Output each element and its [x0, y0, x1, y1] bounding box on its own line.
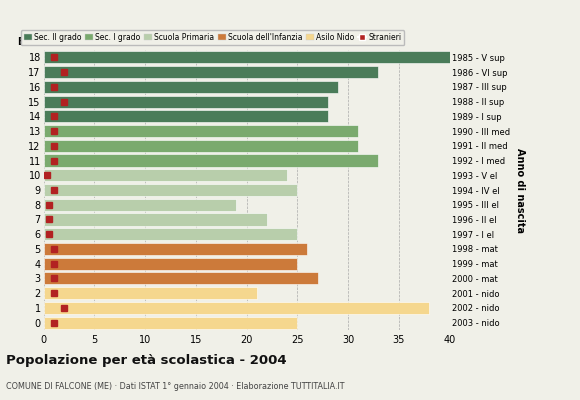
Bar	[44, 272, 318, 284]
Y-axis label: Anno di nascita: Anno di nascita	[514, 148, 524, 232]
Bar	[44, 96, 328, 108]
Text: Età: Età	[17, 37, 35, 47]
Bar	[44, 316, 297, 329]
Bar	[44, 125, 358, 137]
Bar	[44, 199, 237, 211]
Bar	[44, 302, 429, 314]
Bar	[44, 214, 267, 226]
Bar	[44, 51, 450, 64]
Bar	[44, 243, 307, 255]
Bar	[44, 184, 297, 196]
Bar	[44, 110, 328, 122]
Bar	[44, 81, 338, 93]
Text: COMUNE DI FALCONE (ME) · Dati ISTAT 1° gennaio 2004 · Elaborazione TUTTITALIA.IT: COMUNE DI FALCONE (ME) · Dati ISTAT 1° g…	[6, 382, 345, 391]
Bar	[44, 228, 297, 240]
Text: Popolazione per età scolastica - 2004: Popolazione per età scolastica - 2004	[6, 354, 287, 367]
Bar	[44, 287, 256, 299]
Legend: Sec. II grado, Sec. I grado, Scuola Primaria, Scuola dell'Infanzia, Asilo Nido, : Sec. II grado, Sec. I grado, Scuola Prim…	[21, 30, 404, 45]
Bar	[44, 140, 358, 152]
Bar	[44, 154, 378, 166]
Bar	[44, 258, 297, 270]
Bar	[44, 169, 287, 181]
Bar	[44, 66, 378, 78]
